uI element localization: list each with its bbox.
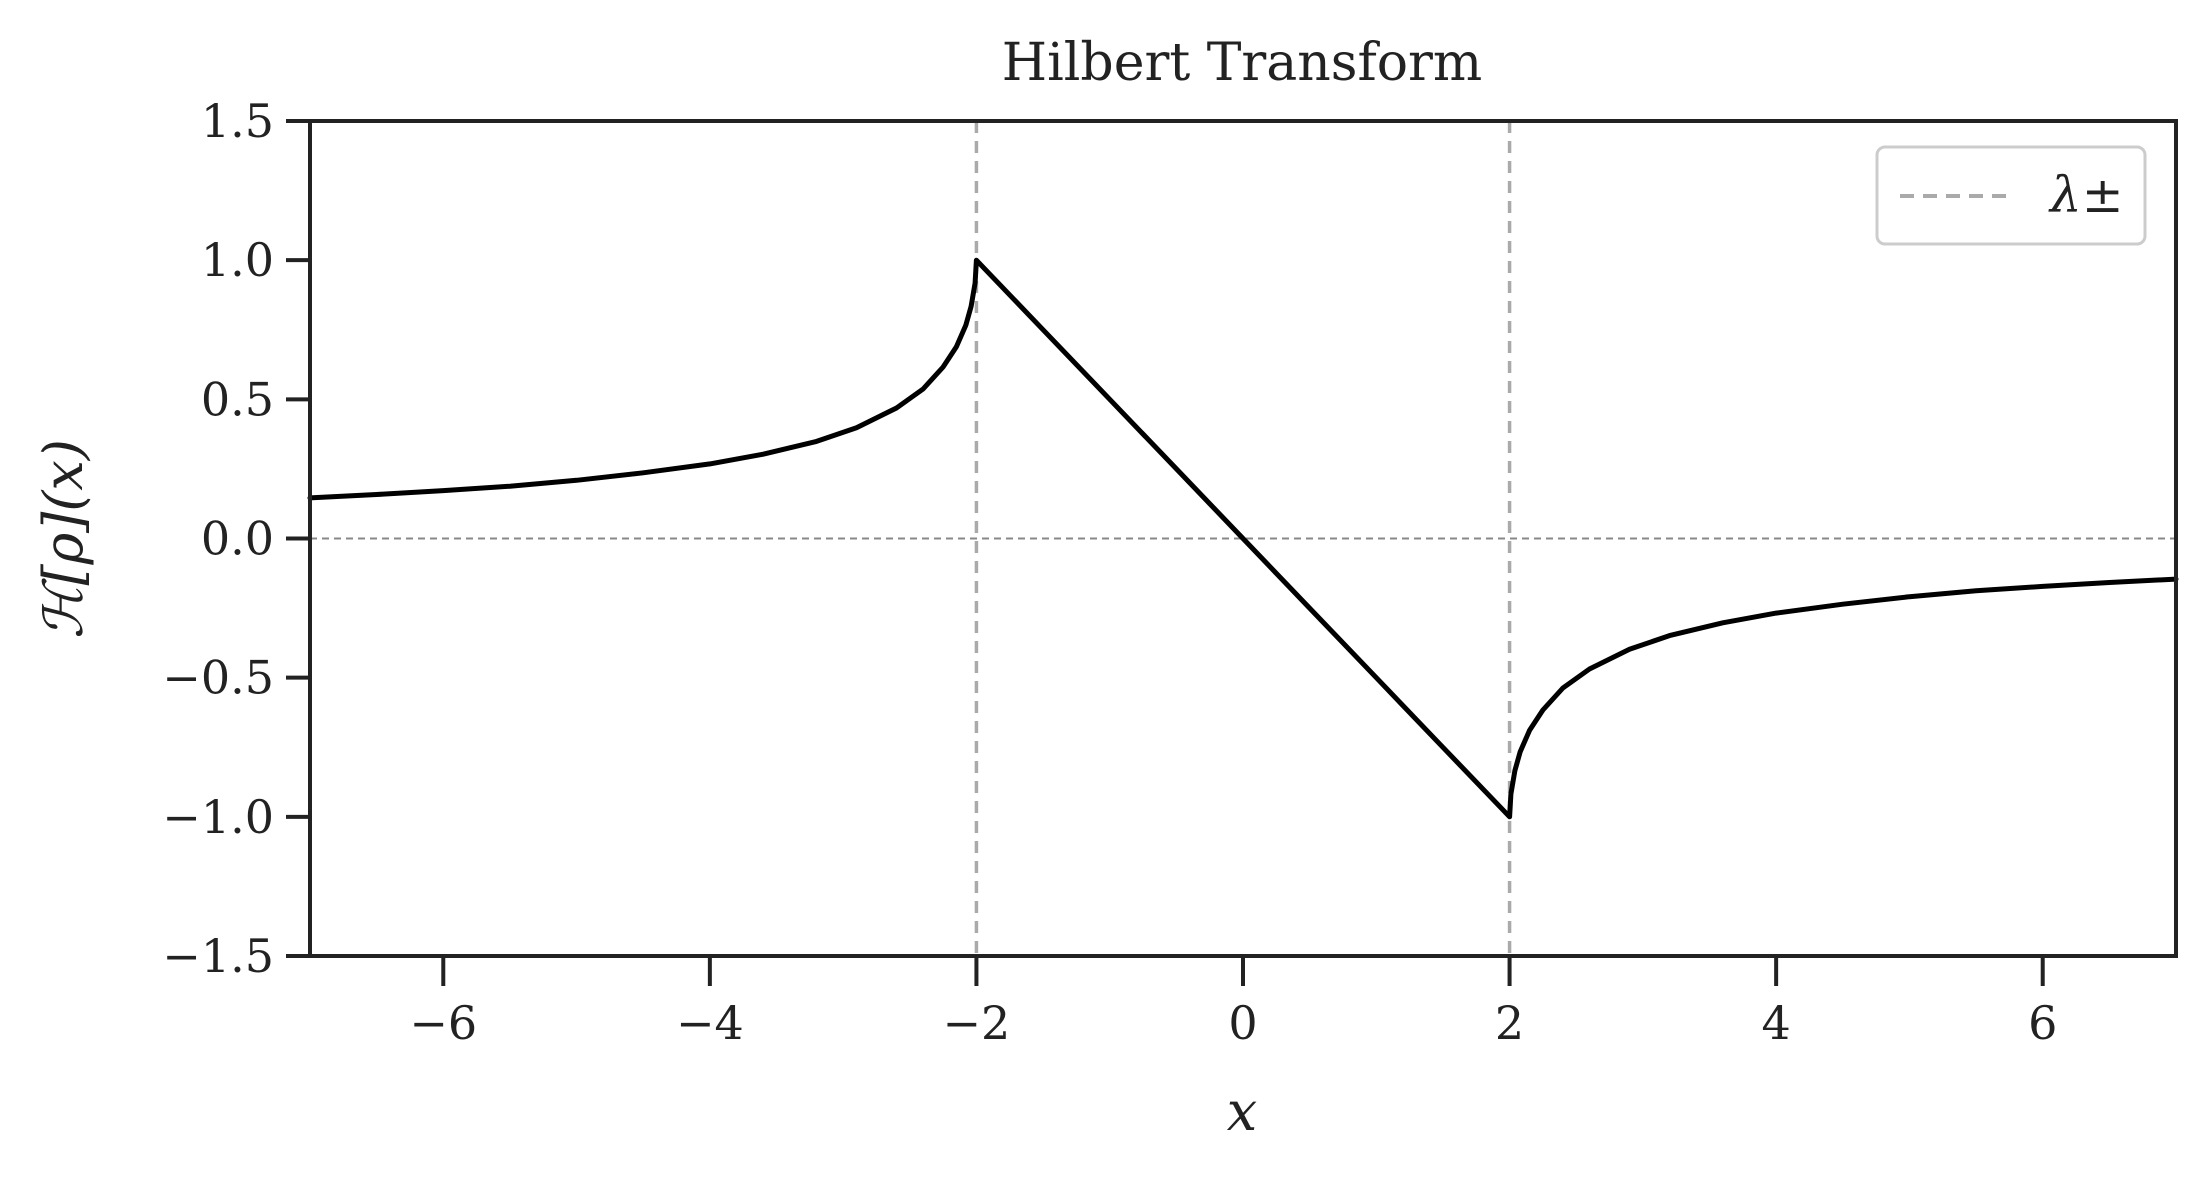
x-tick-label: −2: [943, 996, 1011, 1050]
x-tick-label: 2: [1495, 996, 1524, 1050]
legend-label: λ±: [2048, 166, 2124, 224]
y-tick-label: 1.5: [201, 94, 274, 148]
hilbert-transform-curve: [307, 257, 2179, 820]
x-tick-label: −6: [409, 996, 477, 1050]
y-tick-label: −0.5: [162, 651, 274, 705]
x-axis-label: x: [1227, 1080, 1257, 1143]
legend-box: [1875, 145, 2147, 246]
chart-title: Hilbert Transform: [1002, 33, 1482, 93]
y-axis-ticks: 1.5 1.0 0.5 0.0 −0.5 −1.0 −1.5: [162, 94, 310, 983]
y-tick-label: 0.5: [201, 372, 274, 426]
y-axis-label: ℋ[ρ](x): [32, 439, 95, 639]
x-axis-ticks: −6 −4 −2 0 2 4 6: [409, 956, 2057, 1050]
x-tick-label: −4: [676, 996, 744, 1050]
y-tick-label: 1.0: [201, 233, 274, 287]
y-tick-label: −1.0: [162, 790, 274, 844]
legend: λ±: [1875, 145, 2147, 246]
y-tick-label: −1.5: [162, 929, 274, 983]
x-tick-label: 0: [1228, 996, 1257, 1050]
x-tick-label: 4: [1762, 996, 1791, 1050]
y-tick-label: 0.0: [201, 512, 274, 566]
x-tick-label: 6: [2028, 996, 2057, 1050]
plot-area: [307, 121, 2179, 956]
